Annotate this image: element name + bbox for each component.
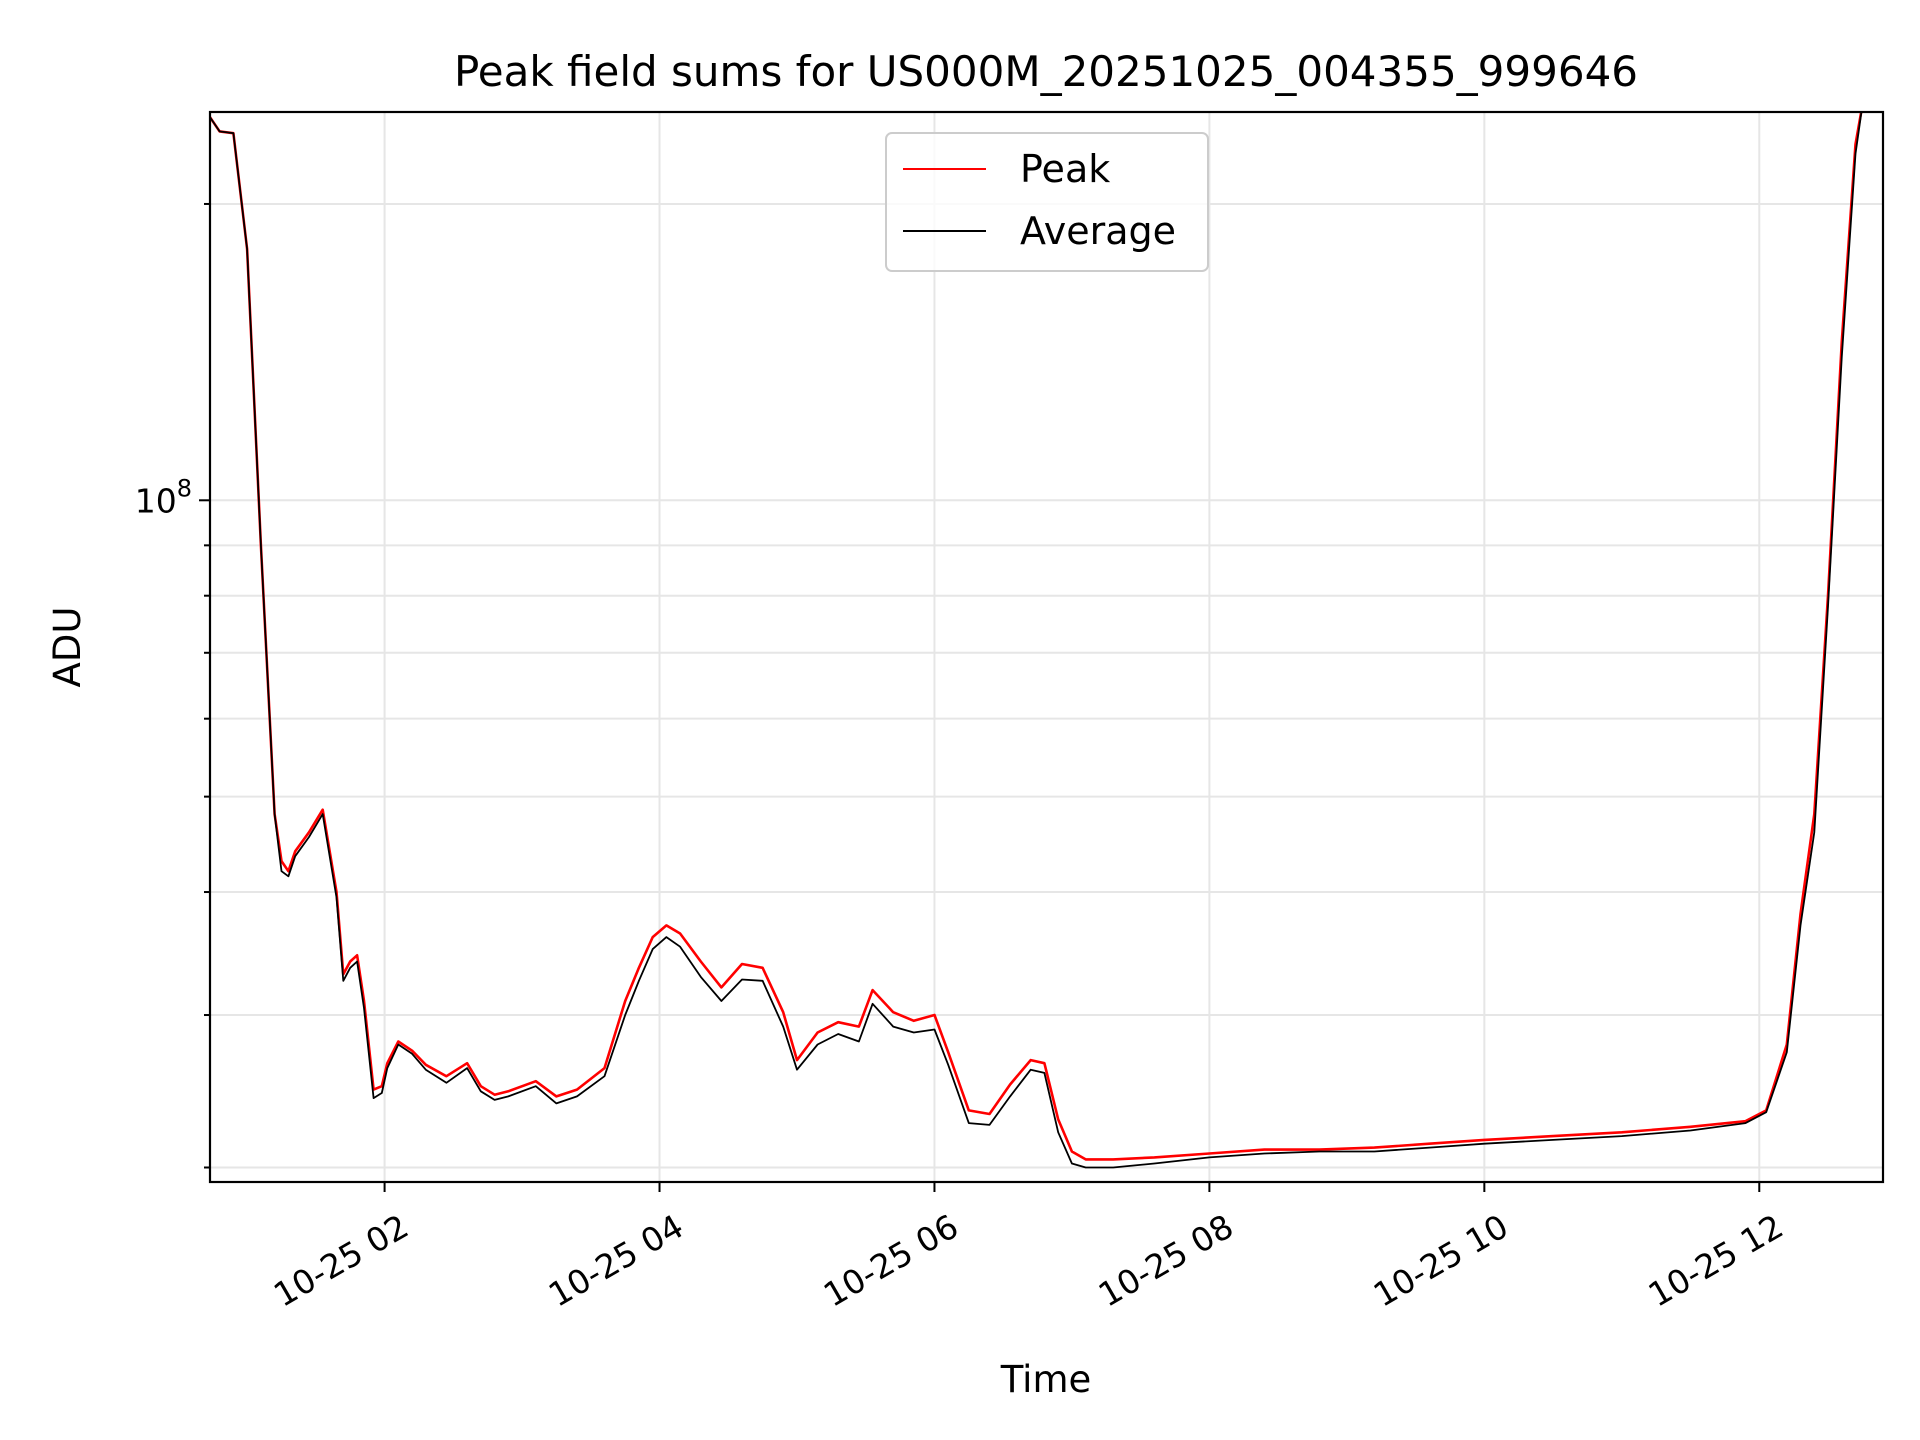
- y-tick-label-exponent: 8: [177, 474, 192, 502]
- chart-title: Peak field sums for US000M_20251025_0043…: [454, 47, 1638, 96]
- series-line-average: [210, 112, 1863, 1169]
- legend-box: [885, 132, 1209, 272]
- legend: Peak Average: [885, 132, 1209, 272]
- y-tick-label-base: 10: [135, 481, 177, 520]
- legend-average-label: Average: [1020, 209, 1176, 253]
- series-layer: [210, 112, 1863, 1169]
- y-tick-label: 108: [135, 474, 192, 520]
- y-axis-label: ADU: [46, 607, 89, 688]
- x-axis-label: Time: [1000, 1358, 1092, 1401]
- legend-peak-label: Peak: [1020, 147, 1110, 191]
- series-line-peak: [210, 112, 1863, 1161]
- plot-frame: [208, 110, 1885, 1184]
